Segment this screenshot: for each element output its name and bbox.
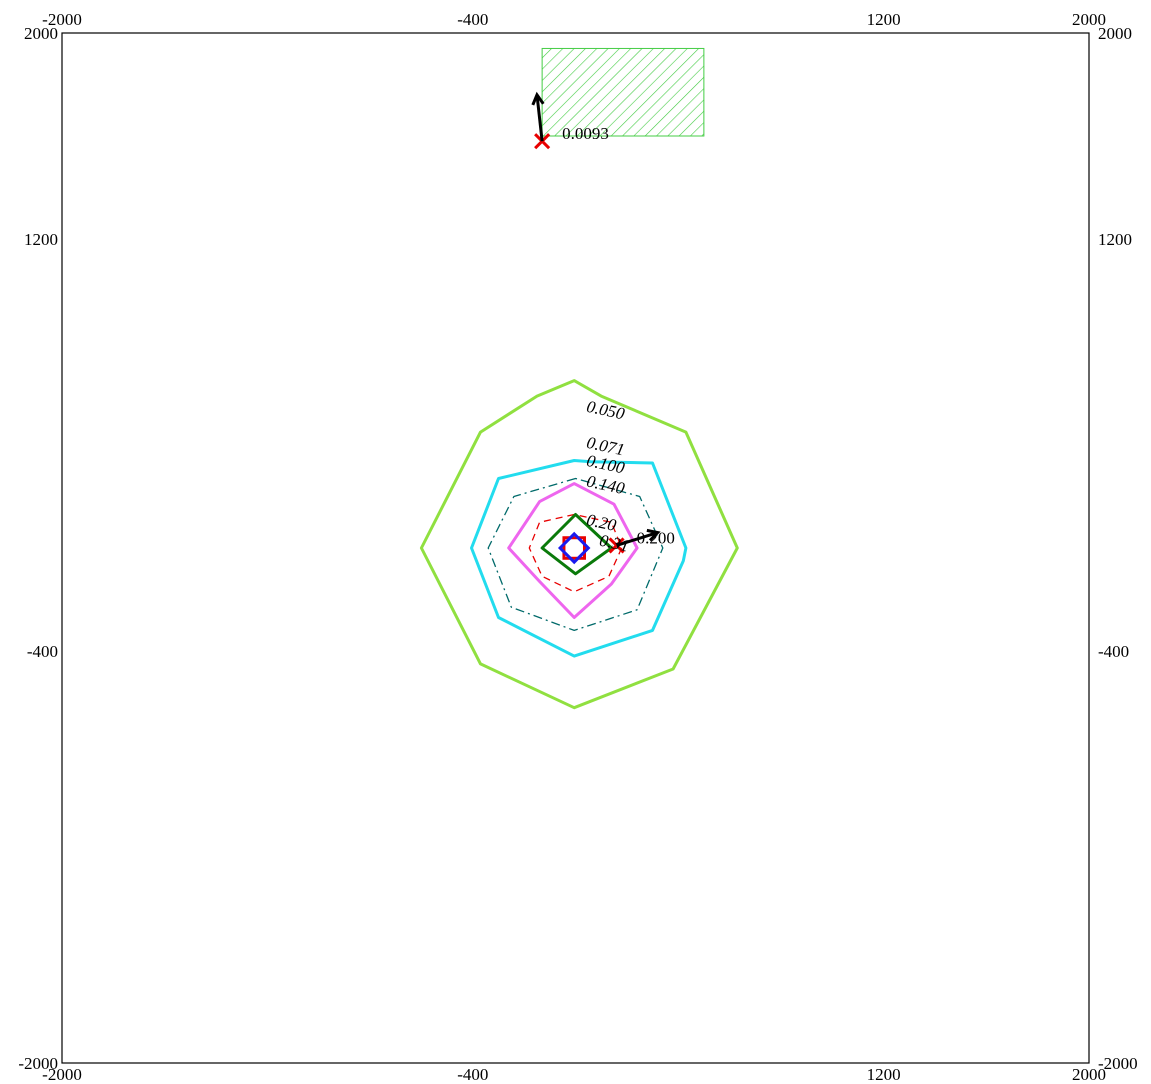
contour-0.071	[470, 459, 688, 658]
y-right-tick-label: -2000	[1098, 1054, 1138, 1073]
x-bottom-tick-label: -400	[457, 1065, 488, 1084]
contour-0.050	[419, 379, 739, 710]
receptor-arrowhead	[646, 528, 661, 542]
x-top-tick-label: 2000	[1072, 10, 1106, 29]
contour-0.31	[540, 513, 613, 576]
receptor-0.200: 0.200	[608, 528, 675, 554]
y-right-tick-label: 1200	[1098, 230, 1132, 249]
y-left-tick-label: 2000	[24, 24, 58, 43]
receptor-markers: 0.0093 0.200	[531, 91, 675, 554]
source-markers	[557, 531, 591, 565]
receptor-arrow	[535, 94, 544, 142]
receptor-label: 0.200	[637, 528, 675, 547]
source-square	[562, 536, 586, 560]
x-bottom-tick-label: 1200	[867, 1065, 901, 1084]
x-top-tick-label: 1200	[867, 10, 901, 29]
area-source-rect	[541, 47, 705, 137]
contour-lines	[419, 379, 739, 710]
x-bottom-tick-label: 2000	[1072, 1065, 1106, 1084]
receptor-arrowhead	[531, 91, 545, 106]
y-left-tick-label: 1200	[24, 230, 58, 249]
receptor-arrow	[616, 531, 659, 547]
x-top-tick-label: -2000	[42, 10, 82, 29]
y-right-tick-label: 2000	[1098, 24, 1132, 43]
tick-labels: -2000 -400 1200 2000-2000 -400 1200 2000200012…	[18, 10, 1137, 1084]
y-right-tick-label: -400	[1098, 642, 1129, 661]
x-bottom-tick-label: -2000	[42, 1065, 82, 1084]
contour-0.20	[528, 513, 623, 593]
area-source-layer	[541, 47, 705, 137]
receptor-label: 0.0093	[562, 124, 609, 143]
receptor-0.0093: 0.0093	[531, 91, 609, 150]
contour-label-0.050: 0.050	[585, 397, 627, 424]
plot-frame	[61, 32, 1090, 1064]
contour-label-0.31: 0.31	[598, 531, 631, 556]
x-top-tick-label: -400	[457, 10, 488, 29]
y-left-tick-label: -400	[27, 642, 58, 661]
contour-0.140	[507, 482, 639, 619]
y-left-tick-label: -2000	[18, 1054, 58, 1073]
source-diamond	[557, 531, 591, 565]
contour-0.100	[487, 477, 664, 632]
